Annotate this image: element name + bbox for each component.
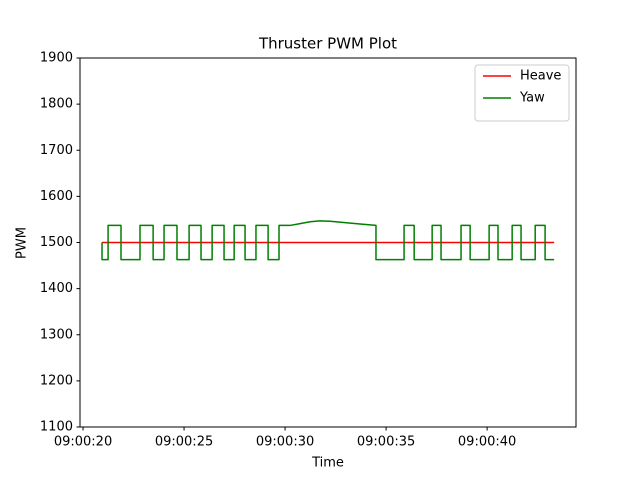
plot-frame: [79, 57, 577, 428]
y-tick-label: 1700: [40, 143, 73, 158]
legend-label: Heave: [520, 69, 561, 84]
y-tick-label: 1500: [40, 235, 73, 250]
x-tick-label: 09:00:25: [155, 435, 213, 450]
data-line: [101, 220, 555, 261]
x-tick-label: 09:00:20: [54, 435, 112, 450]
y-tick-label: 1800: [40, 97, 73, 112]
x-tick-label: 09:00:40: [458, 435, 516, 450]
y-tick-label: 1900: [40, 51, 73, 66]
y-tick-label: 1600: [40, 189, 73, 204]
y-tick-label: 1400: [40, 281, 73, 296]
y-axis-label: PWM: [15, 227, 30, 259]
chart-title: Thruster PWM Plot: [258, 35, 397, 53]
x-axis-label: Time: [311, 456, 344, 471]
legend-label: Yaw: [519, 91, 545, 106]
y-tick-label: 1200: [40, 373, 73, 388]
legend-box: [474, 64, 570, 122]
x-tick-label: 09:00:35: [357, 435, 415, 450]
y-tick-label: 1300: [40, 327, 73, 342]
x-tick-label: 09:00:30: [256, 435, 314, 450]
y-tick-label: 1100: [40, 420, 73, 435]
